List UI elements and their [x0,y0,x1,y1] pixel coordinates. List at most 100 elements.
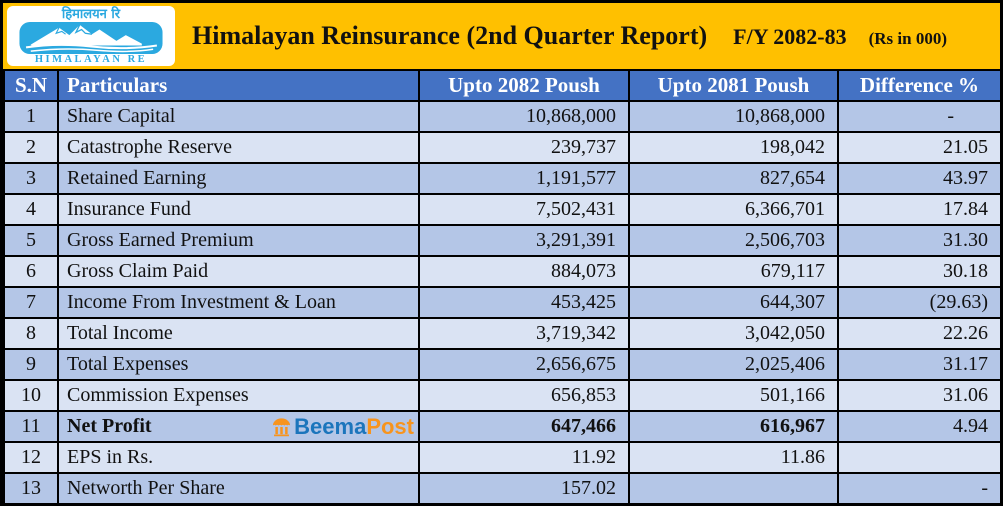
cell-difference: - [837,472,1000,503]
report-title: Himalayan Reinsurance (2nd Quarter Repor… [192,21,708,50]
cell-particulars: Catastrophe Reserve [57,131,420,164]
cell-upto-2081: 198,042 [628,131,839,164]
cell-upto-2082: 2,656,675 [418,348,630,381]
cell-upto-2082: 239,737 [418,131,630,164]
cell-sn: 6 [3,255,59,288]
net-profit-label: Net Profit [67,415,152,437]
cell-particulars: Gross Earned Premium [57,224,420,257]
cell-upto-2081: 2,506,703 [628,224,839,257]
cell-difference: (29.63) [837,286,1000,319]
cell-sn: 11 [3,410,59,443]
cell-sn: 13 [3,472,59,503]
cell-upto-2082: 3,719,342 [418,317,630,350]
cell-upto-2081: 3,042,050 [628,317,839,350]
cell-difference: - [837,100,1000,133]
cell-difference: 21.05 [837,131,1000,164]
cell-difference: 30.18 [837,255,1000,288]
table-row: 10 Commission Expenses 656,853 501,166 3… [3,379,1000,412]
cell-sn: 9 [3,348,59,381]
cell-particulars: Income From Investment & Loan [57,286,420,319]
cell-upto-2081: 2,025,406 [628,348,839,381]
banner: हिमालयन रि HIMALAYAN RE Himalayan Reinsu… [3,3,1000,69]
cell-difference: 31.17 [837,348,1000,381]
table-row: 9 Total Expenses 2,656,675 2,025,406 31.… [3,348,1000,381]
cell-sn: 2 [3,131,59,164]
mountain-logo-icon [16,22,166,54]
table-row: 1 Share Capital 10,868,000 10,868,000 - [3,100,1000,133]
cell-difference [837,441,1000,474]
post-wordmark: Post [366,413,414,439]
cell-upto-2082: 884,073 [418,255,630,288]
cell-upto-2081: 644,307 [628,286,839,319]
cell-upto-2081: 6,366,701 [628,193,839,226]
cell-upto-2082: 11.92 [418,441,630,474]
logo-devanagari-text: हिमालयन रि [61,7,121,22]
beemapost-watermark: Beema Post [271,413,414,439]
col-header-sn: S.N [3,69,59,102]
fiscal-year-label: F/Y 2082-83 [733,24,847,49]
table-row: 13 Networth Per Share 157.02 - [3,472,1000,503]
table-row: 7 Income From Investment & Loan 453,425 … [3,286,1000,319]
cell-particulars: Retained Earning [57,162,420,195]
cell-sn: 5 [3,224,59,257]
cell-upto-2082: 3,291,391 [418,224,630,257]
cell-sn: 1 [3,100,59,133]
cell-upto-2081: 10,868,000 [628,100,839,133]
cell-sn: 7 [3,286,59,319]
table-row: 6 Gross Claim Paid 884,073 679,117 30.18 [3,255,1000,288]
cell-sn: 4 [3,193,59,226]
cell-upto-2082: 647,466 [418,410,630,443]
table-row-net-profit: 11 Net Profit [3,410,1000,443]
table-row: 3 Retained Earning 1,191,577 827,654 43.… [3,162,1000,195]
table-row: 5 Gross Earned Premium 3,291,391 2,506,7… [3,224,1000,257]
himalayan-re-logo: हिमालयन रि HIMALAYAN RE [7,6,175,66]
cell-sn: 8 [3,317,59,350]
cell-particulars: Total Income [57,317,420,350]
cell-upto-2081: 616,967 [628,410,839,443]
cell-particulars: Networth Per Share [57,472,420,503]
cell-difference: 22.26 [837,317,1000,350]
cell-difference: 31.30 [837,224,1000,257]
logo-wordmark: HIMALAYAN RE [34,54,148,65]
cell-upto-2081: 501,166 [628,379,839,412]
beema-wordmark: Beema [294,413,367,439]
table-row: 2 Catastrophe Reserve 239,737 198,042 21… [3,131,1000,164]
cell-particulars: Commission Expenses [57,379,420,412]
cell-upto-2082: 157.02 [418,472,630,503]
cell-upto-2082: 656,853 [418,379,630,412]
col-header-upto-2082: Upto 2082 Poush [418,69,630,102]
banner-titles: Himalayan Reinsurance (2nd Quarter Repor… [192,21,947,51]
umbrella-icon [271,416,292,437]
cell-upto-2082: 1,191,577 [418,162,630,195]
cell-sn: 10 [3,379,59,412]
cell-upto-2081: 11.86 [628,441,839,474]
cell-upto-2081: 679,117 [628,255,839,288]
cell-upto-2082: 7,502,431 [418,193,630,226]
financials-table: S.N Particulars Upto 2082 Poush Upto 208… [3,69,1000,503]
cell-upto-2082: 10,868,000 [418,100,630,133]
cell-difference: 31.06 [837,379,1000,412]
unit-note: (Rs in 000) [868,29,948,48]
cell-particulars: Insurance Fund [57,193,420,226]
table-header-row: S.N Particulars Upto 2082 Poush Upto 208… [3,69,1000,102]
col-header-particulars: Particulars [57,69,420,102]
cell-difference: 17.84 [837,193,1000,226]
cell-particulars: EPS in Rs. [57,441,420,474]
cell-sn: 3 [3,162,59,195]
cell-upto-2081: 827,654 [628,162,839,195]
cell-particulars: Total Expenses [57,348,420,381]
cell-particulars: Net Profit Bee [57,410,420,443]
cell-upto-2081 [628,472,839,503]
cell-difference: 4.94 [837,410,1000,443]
table-row: 8 Total Income 3,719,342 3,042,050 22.26 [3,317,1000,350]
cell-upto-2082: 453,425 [418,286,630,319]
table-row: 4 Insurance Fund 7,502,431 6,366,701 17.… [3,193,1000,226]
cell-difference: 43.97 [837,162,1000,195]
cell-sn: 12 [3,441,59,474]
col-header-difference: Difference % [837,69,1000,102]
table-row: 12 EPS in Rs. 11.92 11.86 [3,441,1000,474]
col-header-upto-2081: Upto 2081 Poush [628,69,839,102]
cell-particulars: Gross Claim Paid [57,255,420,288]
cell-particulars: Share Capital [57,100,420,133]
